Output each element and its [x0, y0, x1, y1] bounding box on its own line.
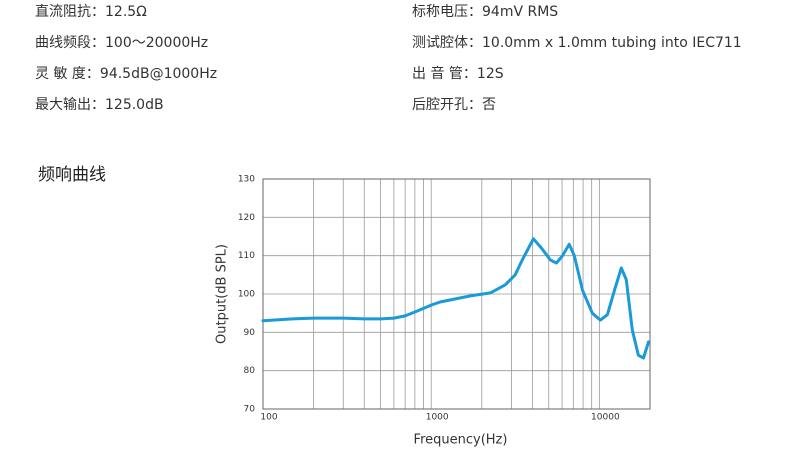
x-tick-label: 1000	[426, 413, 449, 423]
section-title: 频响曲线	[38, 165, 106, 185]
spec-item: 直流阻抗：12.5Ω	[35, 1, 147, 21]
spec-label: 标称电压：	[412, 4, 482, 20]
spec-value: 否	[482, 97, 496, 113]
y-tick-label: 70	[244, 405, 256, 415]
spec-item: 标称电压：94mV RMS	[412, 1, 558, 21]
y-tick-label: 110	[238, 251, 255, 261]
spec-value: 12.5Ω	[105, 4, 147, 20]
y-tick-label: 130	[238, 175, 255, 185]
spec-value: 12S	[476, 66, 504, 82]
spec-value: 10.0mm x 1.0mm tubing into IEC711	[482, 35, 742, 51]
x-tick-label: 10000	[591, 413, 620, 423]
x-axis-label: Frequency(Hz)	[414, 433, 508, 448]
spec-item: 灵 敏 度：94.5dB@1000Hz	[35, 63, 217, 83]
y-tick-label: 120	[238, 213, 255, 223]
spec-label: 测试腔体：	[412, 35, 482, 51]
spec-item: 最大输出：125.0dB	[35, 94, 164, 114]
spec-value: 125.0dB	[105, 97, 164, 113]
y-axis-label: Output(dB SPL)	[215, 244, 230, 344]
x-tick-label: 100	[260, 413, 277, 423]
y-tick-label: 100	[238, 290, 255, 300]
spec-item: 曲线频段：100～20000Hz	[35, 32, 208, 52]
spec-label: 后腔开孔：	[412, 97, 482, 113]
spec-item: 后腔开孔：否	[412, 94, 496, 114]
spec-label: 直流阻抗：	[35, 4, 105, 20]
spec-label: 灵 敏 度：	[35, 66, 100, 82]
spec-label: 最大输出：	[35, 97, 105, 113]
spec-value: 94.5dB@1000Hz	[99, 66, 218, 82]
spec-value: 94mV RMS	[482, 4, 559, 20]
spec-item: 测试腔体：10.0mm x 1.0mm tubing into IEC711	[412, 32, 742, 52]
plot-frame	[262, 178, 651, 410]
spec-value: 100～20000Hz	[105, 35, 209, 51]
spec-item: 出 音 管：12S	[412, 63, 504, 83]
spec-label: 曲线频段：	[35, 35, 105, 51]
data-line	[261, 237, 650, 360]
y-tick-label: 80	[244, 366, 256, 376]
y-tick-label: 90	[244, 328, 256, 338]
spec-label: 出 音 管：	[412, 66, 477, 82]
